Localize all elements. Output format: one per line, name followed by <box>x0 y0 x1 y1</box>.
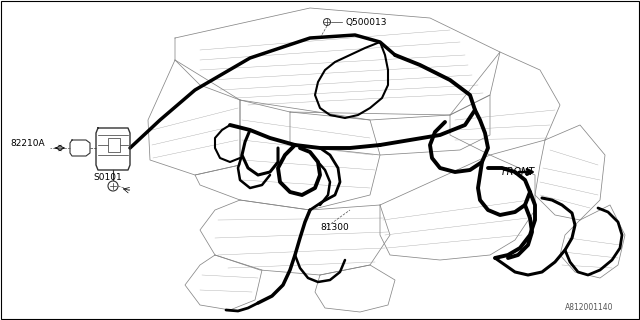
Text: A812001140: A812001140 <box>565 303 614 313</box>
Text: S0101: S0101 <box>93 173 122 182</box>
Text: Q500013: Q500013 <box>345 18 387 27</box>
Text: 82210A: 82210A <box>10 139 45 148</box>
Text: 81300: 81300 <box>320 223 349 233</box>
Circle shape <box>108 181 118 191</box>
Bar <box>108 138 120 152</box>
Circle shape <box>323 19 330 26</box>
Text: FRONT: FRONT <box>502 167 535 177</box>
